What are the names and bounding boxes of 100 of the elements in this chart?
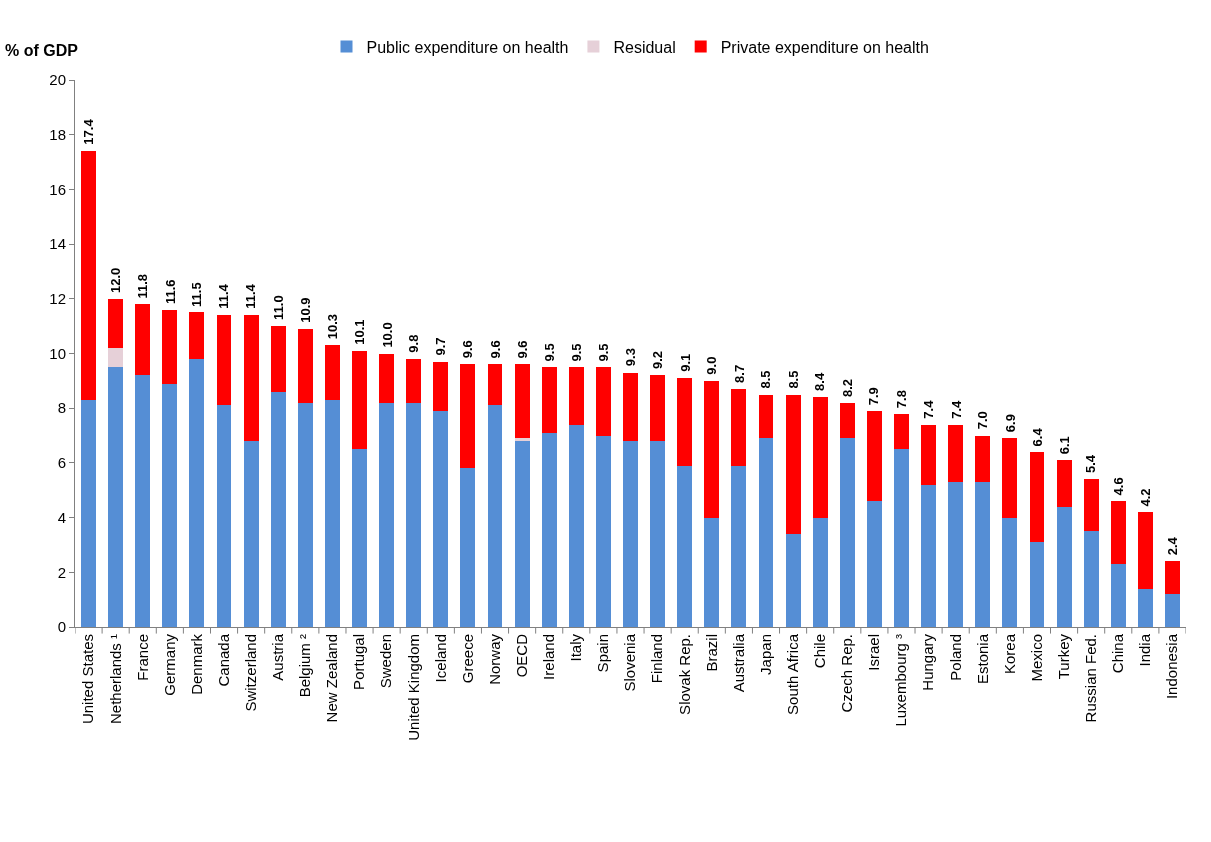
bar [785, 534, 801, 627]
bar [650, 375, 666, 442]
x-tick-label: New Zealand [323, 634, 341, 723]
bar [243, 315, 259, 442]
total-label: 7.4 [948, 399, 964, 419]
bar [839, 402, 855, 439]
bar [162, 383, 178, 627]
total-label: 9.0 [703, 356, 719, 375]
x-tick-label: Belgium ² [296, 634, 314, 698]
bar [135, 304, 151, 376]
total-label: 9.3 [622, 348, 638, 367]
total-label: 10.1 [352, 319, 368, 345]
bar [948, 424, 964, 483]
total-label: 8.5 [758, 370, 774, 389]
bar [1002, 438, 1018, 518]
total-label: 7.9 [866, 387, 882, 406]
bar [541, 367, 557, 433]
bar [81, 151, 96, 400]
x-tick-label: Slovenia [621, 633, 639, 692]
bar [460, 468, 476, 627]
total-label: 4.6 [1111, 477, 1127, 496]
x-tick-label: Mexico [1027, 634, 1045, 682]
x-tick-label: France [133, 634, 151, 681]
total-label: 11.0 [270, 295, 286, 320]
bar [568, 367, 584, 425]
x-tick-label: United Kingdom [404, 634, 422, 741]
x-tick-label: Sweden [377, 634, 395, 689]
bar [162, 309, 178, 384]
bar [514, 364, 530, 439]
total-label: 5.4 [1083, 454, 1099, 473]
bar [1083, 531, 1099, 627]
bar [406, 402, 422, 627]
total-label: 17.4 [81, 118, 97, 145]
x-tick-label: Brazil [702, 634, 720, 672]
y-tick-label: 16 [49, 180, 66, 198]
x-tick-label: China [1109, 633, 1127, 674]
bar [812, 517, 828, 627]
bar [243, 441, 259, 627]
x-tick-label: Iceland [431, 634, 449, 683]
bar [731, 389, 747, 466]
bar [975, 482, 991, 627]
y-tick-label: 0 [57, 618, 66, 636]
x-tick-label: Greece [458, 634, 476, 684]
bar [623, 372, 638, 442]
x-tick-label: Australia [729, 633, 747, 693]
bar [948, 482, 964, 627]
bar [758, 394, 774, 439]
total-label: 9.5 [542, 343, 558, 362]
y-tick-label: 8 [57, 399, 66, 417]
bar [189, 358, 205, 627]
bar [623, 441, 638, 627]
bar [1056, 506, 1072, 627]
legend-label: Residual [613, 38, 676, 56]
bar [297, 328, 313, 403]
total-label: 11.6 [162, 279, 178, 305]
bar [1056, 460, 1072, 507]
bar [1165, 594, 1180, 627]
bar [487, 405, 503, 627]
bar [894, 449, 909, 627]
bar [758, 438, 774, 627]
bar [1110, 564, 1126, 627]
x-tick-label: Portugal [350, 634, 368, 690]
x-tick-label: Canada [214, 633, 232, 687]
bar [1029, 451, 1045, 543]
total-label: 2.4 [1164, 536, 1180, 556]
bar [297, 402, 313, 627]
y-tick-label: 10 [49, 344, 66, 362]
bar [731, 465, 747, 627]
bar [108, 298, 124, 349]
total-label: 8.2 [839, 378, 855, 398]
bar [1002, 517, 1018, 627]
total-label: 9.2 [650, 350, 666, 369]
x-tick-label: OECD [512, 633, 530, 678]
bar [216, 315, 232, 406]
total-label: 4.2 [1138, 488, 1154, 507]
bar [595, 367, 611, 436]
y-tick-label: 18 [49, 125, 66, 143]
total-label: 6.4 [1029, 427, 1045, 447]
total-label: 12.0 [108, 267, 124, 293]
total-label: 11.5 [188, 282, 204, 307]
x-tick-label: Chile [811, 634, 829, 669]
bar [541, 432, 557, 627]
bar [514, 438, 530, 442]
total-label: 9.8 [405, 334, 421, 353]
x-tick-label: Norway [485, 633, 503, 685]
bar [433, 361, 449, 411]
bar [324, 400, 340, 627]
y-tick-label: 6 [57, 454, 66, 472]
bar [189, 312, 205, 359]
total-label: 9.6 [514, 340, 530, 359]
x-tick-label: Russian Fed. [1082, 634, 1100, 723]
bar [921, 484, 937, 627]
bar [460, 364, 476, 469]
bar [135, 375, 151, 627]
bar [650, 441, 666, 627]
x-tick-label: Japan [756, 634, 774, 675]
total-label: 9.1 [677, 353, 693, 372]
bar [677, 465, 693, 627]
bar [1137, 588, 1153, 627]
x-tick-label: Slovak Rep. [675, 634, 693, 715]
